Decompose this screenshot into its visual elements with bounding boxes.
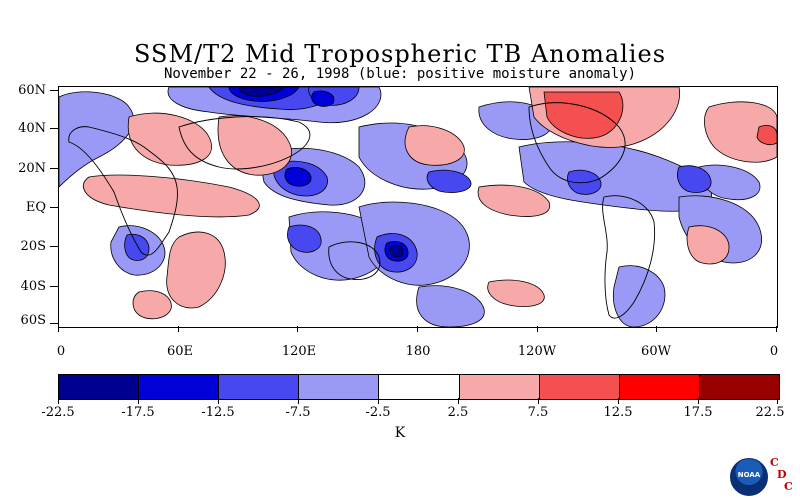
lon-label-0: 0: [56, 344, 66, 359]
lon-label-60w: 60W: [641, 344, 671, 359]
anomaly-region: [543, 91, 624, 139]
colorbar-label: -2.5: [365, 405, 391, 420]
lat-label-60s: 60S: [20, 313, 46, 328]
colorbar-tick: [138, 398, 139, 404]
anomaly-region: [217, 115, 292, 176]
lat-label-20s: 20S: [20, 239, 46, 254]
lon-tick: [58, 326, 59, 332]
lat-tick: [50, 128, 58, 129]
cdc-letter: D: [777, 468, 787, 481]
colorbar-tick: [538, 398, 539, 404]
anomaly-region: [127, 112, 212, 166]
lat-tick: [50, 168, 58, 169]
colorbar-tick: [218, 398, 219, 404]
colorbar-swatch: [379, 375, 460, 399]
lon-tick: [537, 326, 538, 332]
lat-tick: [50, 323, 58, 324]
lat-label-eq: EQ: [25, 200, 46, 215]
noaa-logo-icon: NOAA: [730, 458, 768, 496]
anomaly-region: [756, 125, 777, 145]
cdc-letter: C: [770, 456, 779, 469]
coastline: [178, 116, 311, 170]
anomaly-region: [287, 224, 322, 253]
colorbar-tick: [378, 398, 379, 404]
lat-label-60n: 60N: [18, 83, 46, 98]
anomaly-region: [416, 285, 485, 327]
anomaly-map-svg: [59, 87, 777, 327]
colorbar-swatch: [459, 375, 540, 399]
anomaly-region: [677, 165, 712, 193]
lon-tick: [656, 326, 657, 332]
colorbar: [58, 374, 780, 400]
colorbar-label: -17.5: [121, 405, 155, 420]
anomaly-region: [284, 167, 312, 187]
anomaly-map: [58, 86, 778, 328]
colorbar-label: 22.5: [755, 405, 785, 420]
anomaly-region: [166, 231, 226, 309]
colorbar-tick: [618, 398, 619, 404]
lat-tick: [50, 286, 58, 287]
anomaly-region: [704, 101, 777, 163]
lat-tick: [50, 207, 58, 208]
lat-label-20n: 20N: [18, 161, 46, 176]
lon-tick: [178, 326, 179, 332]
colorbar-swatch: [619, 375, 700, 399]
anomaly-region: [426, 169, 472, 193]
anomaly-region: [698, 164, 761, 201]
lat-label-40s: 40S: [20, 279, 46, 294]
colorbar-tick: [58, 398, 59, 404]
colorbar-swatch: [539, 375, 620, 399]
colorbar-unit: K: [394, 425, 406, 441]
colorbar-label: 7.5: [527, 405, 549, 420]
lat-tick: [50, 90, 58, 91]
lon-label-180: 180: [405, 344, 431, 359]
colorbar-label: 12.5: [603, 405, 633, 420]
coastline: [328, 241, 381, 280]
anomaly-region: [612, 265, 666, 327]
coastline: [528, 102, 626, 184]
anomaly-region: [59, 91, 134, 188]
colorbar-swatch: [59, 375, 140, 399]
colorbar-tick: [777, 398, 778, 404]
colorbar-tick: [698, 398, 699, 404]
chart-title: SSM/T2 Mid Tropospheric TB Anomalies: [133, 40, 667, 68]
colorbar-label: -22.5: [41, 405, 75, 420]
coastline: [602, 195, 656, 319]
lat-tick: [50, 246, 58, 247]
colorbar-swatch: [299, 375, 380, 399]
anomaly-region: [389, 244, 404, 258]
colorbar-label: 2.5: [447, 405, 469, 420]
anomaly-region: [487, 279, 545, 307]
lon-tick: [776, 326, 777, 332]
coastline: [68, 126, 178, 256]
cdc-letter: C: [784, 480, 793, 493]
anomaly-region: [686, 225, 730, 265]
anomaly-region: [311, 90, 335, 107]
anomaly-region: [238, 87, 285, 97]
colorbar-swatch: [139, 375, 220, 399]
colorbar-swatch: [219, 375, 300, 399]
anomaly-region: [404, 125, 465, 166]
colorbar-label: 17.5: [683, 405, 713, 420]
anomaly-region: [132, 290, 172, 320]
lon-label-120e: 120E: [281, 344, 317, 359]
lat-label-40n: 40N: [18, 121, 46, 136]
lon-tick: [297, 326, 298, 332]
colorbar-label: -7.5: [285, 405, 311, 420]
lon-label-0-end: 0: [769, 344, 779, 359]
lon-label-120w: 120W: [517, 344, 557, 359]
lon-label-60e: 60E: [166, 344, 194, 359]
colorbar-swatch: [699, 375, 779, 399]
lon-tick: [417, 326, 418, 332]
colorbar-tick: [298, 398, 299, 404]
chart-subtitle: November 22 - 26, 1998 (blue: positive m…: [163, 66, 636, 82]
anomaly-region: [477, 184, 551, 217]
colorbar-label: -12.5: [201, 405, 235, 420]
colorbar-tick: [458, 398, 459, 404]
noaa-logo-text: NOAA: [737, 471, 761, 479]
anomaly-region: [83, 174, 260, 218]
